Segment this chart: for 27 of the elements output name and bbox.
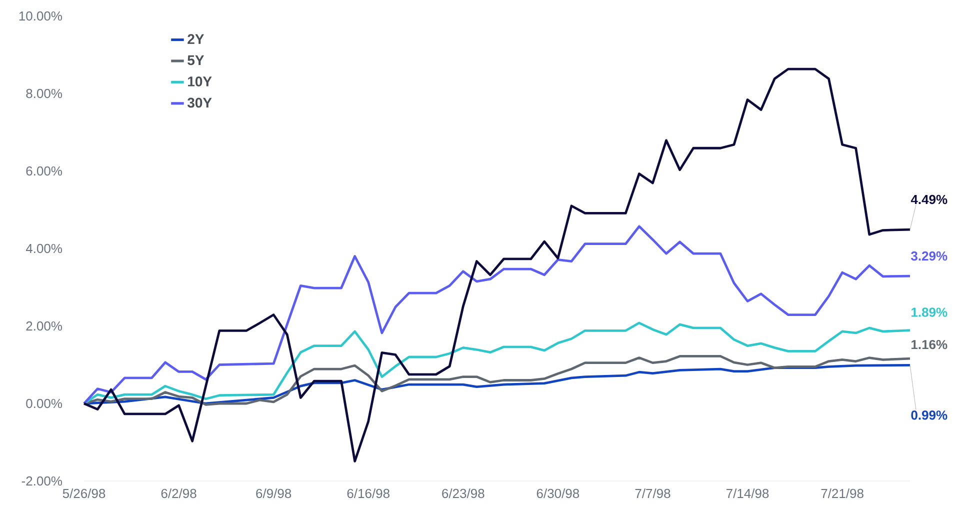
y-tick-label: 6.00%: [26, 166, 62, 176]
y-tick-label: -2.00%: [22, 476, 62, 486]
x-tick-label: 6/9/98: [256, 488, 292, 498]
legend-label: 2Y: [188, 34, 204, 44]
data-label: 1.16%: [912, 340, 948, 350]
y-tick-label: 2.00%: [26, 321, 62, 331]
y-tick-label: 4.00%: [26, 244, 62, 254]
data-label: 1.89%: [912, 308, 948, 317]
data-label: 0.99%: [911, 410, 948, 420]
legend-label: 30Y: [187, 98, 212, 108]
line-series: [82, 68, 912, 462]
y-tick-label: 8.00%: [26, 88, 62, 98]
legend-label: 5Y: [188, 55, 204, 66]
y-tick-label: 0.00%: [26, 398, 62, 408]
data-label: 4.49%: [910, 194, 948, 204]
x-tick-label: 7/21/98: [821, 488, 864, 498]
line-series: [82, 225, 912, 405]
legend-label: 10Y: [188, 76, 212, 86]
data-label: 3.29%: [911, 251, 948, 261]
x-tick-label: 5/26/98: [62, 488, 106, 498]
x-tick-label: 6/16/98: [347, 488, 390, 498]
x-tick-label: 6/30/98: [536, 488, 580, 498]
y-tick-label: 10.00%: [19, 11, 62, 21]
x-tick-label: 7/14/98: [726, 488, 769, 498]
x-tick-label: 6/2/98: [161, 488, 196, 498]
x-tick-label: 7/7/98: [635, 488, 670, 498]
x-tick-label: 6/23/98: [442, 488, 484, 498]
